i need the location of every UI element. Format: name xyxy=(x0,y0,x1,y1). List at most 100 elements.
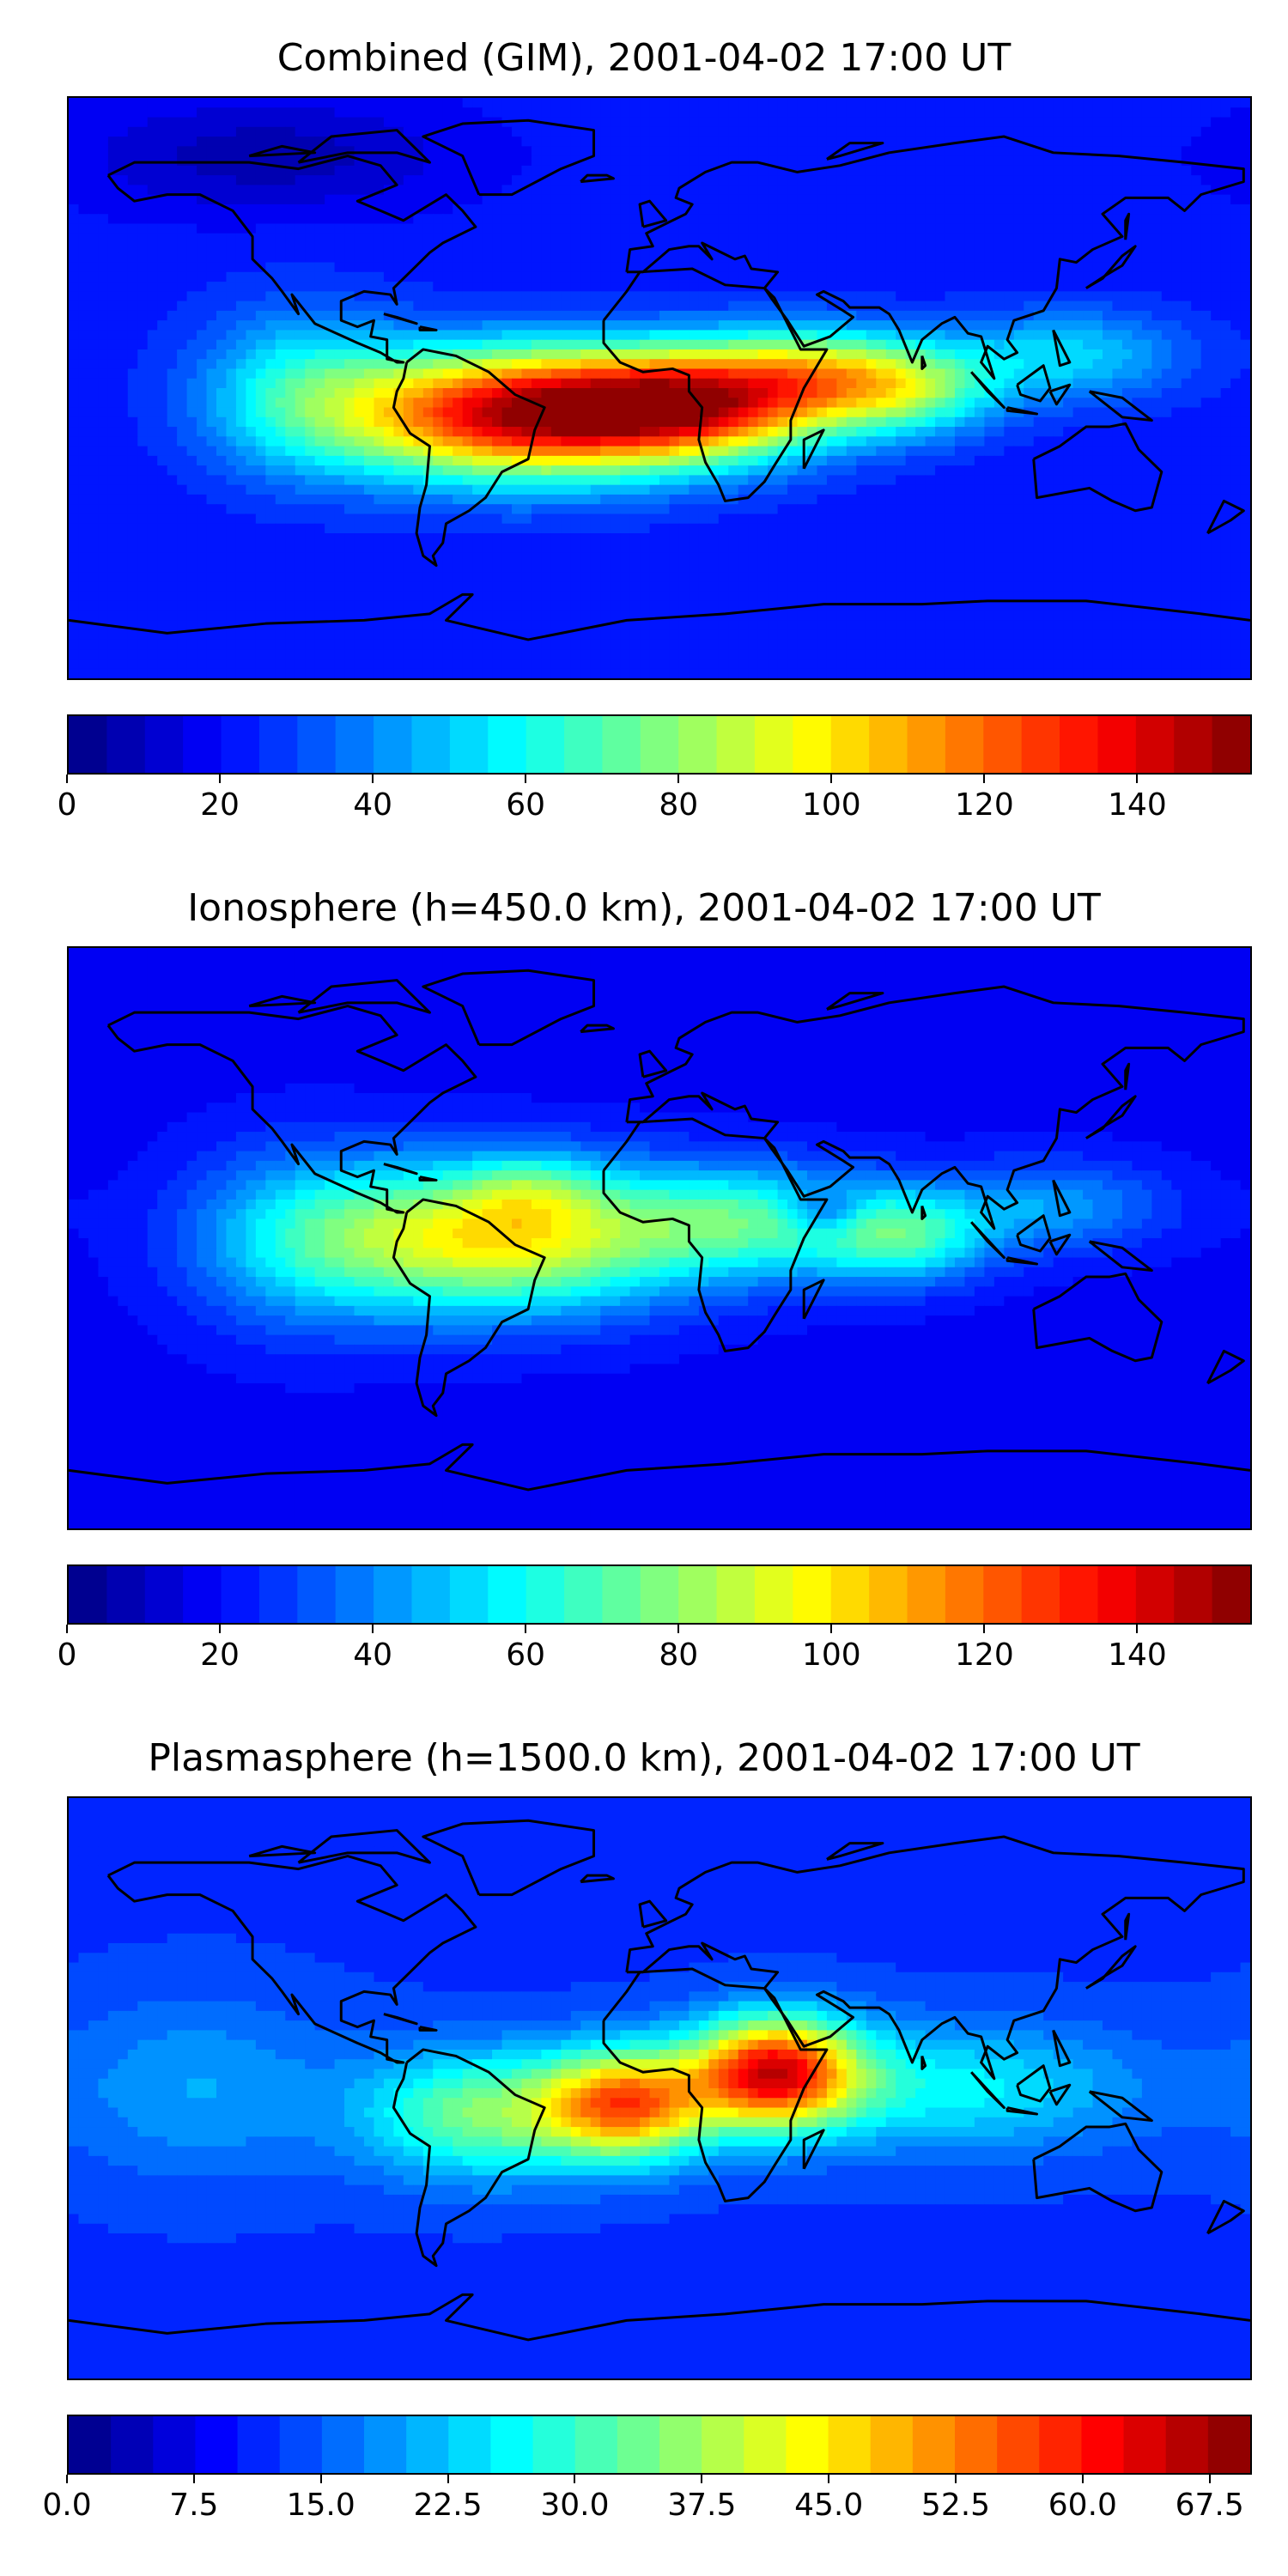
tec-cell xyxy=(817,301,828,312)
tec-cell xyxy=(285,98,296,108)
tec-cell xyxy=(1161,271,1172,283)
tec-cell xyxy=(659,475,671,486)
tec-cell xyxy=(1043,436,1054,447)
tec-cell xyxy=(305,98,316,108)
tec-cell xyxy=(580,291,592,302)
tec-cell xyxy=(1191,185,1202,196)
tec-cell xyxy=(433,310,444,321)
tec-cell xyxy=(1211,310,1222,321)
tec-cell xyxy=(925,204,936,215)
tec-cell xyxy=(383,359,394,370)
tec-cell xyxy=(787,185,799,196)
tec-cell xyxy=(78,194,89,205)
tec-cell xyxy=(1103,455,1114,466)
tec-cell xyxy=(689,98,700,108)
tec-cell xyxy=(1171,310,1182,321)
tec-cell xyxy=(512,271,523,283)
tec-cell xyxy=(620,252,631,264)
tec-cell xyxy=(393,339,404,350)
tec-cell xyxy=(896,291,907,302)
tec-cell xyxy=(69,455,80,466)
tec-cell xyxy=(807,465,818,476)
tec-cell xyxy=(255,407,266,418)
tec-cell xyxy=(885,214,896,225)
tec-cell xyxy=(1033,271,1044,283)
tec-cell xyxy=(1161,243,1172,253)
tec-cell xyxy=(925,301,936,312)
tec-cell xyxy=(1121,204,1133,215)
tec-cell xyxy=(1230,339,1242,350)
tec-cell xyxy=(885,416,896,428)
tec-cell xyxy=(993,252,1005,264)
tec-cell xyxy=(935,330,946,341)
tec-cell xyxy=(1072,155,1084,167)
tec-cell xyxy=(78,282,89,292)
tec-cell xyxy=(442,282,453,292)
tec-cell xyxy=(1063,262,1074,273)
tec-cell xyxy=(1033,484,1044,495)
tec-cell xyxy=(1092,126,1103,137)
tec-cell xyxy=(718,155,729,167)
tec-cell xyxy=(1121,320,1133,331)
tec-cell xyxy=(305,465,316,476)
tec-cell xyxy=(1103,194,1114,205)
tec-cell xyxy=(325,349,336,360)
tec-cell xyxy=(826,465,837,476)
tec-cell xyxy=(768,146,779,157)
tec-cell xyxy=(993,484,1005,495)
tec-cell xyxy=(561,107,572,118)
tec-cell xyxy=(856,301,867,312)
tec-cell xyxy=(403,175,414,185)
tec-cell xyxy=(1132,185,1143,196)
tec-cell xyxy=(659,271,671,283)
tec-cell xyxy=(1013,465,1024,476)
tec-cell xyxy=(1161,107,1172,118)
tec-cell xyxy=(147,117,158,128)
tec-cell xyxy=(1171,194,1182,205)
tec-cell xyxy=(433,339,444,350)
tec-cell xyxy=(1121,368,1133,380)
tec-cell xyxy=(1200,407,1212,418)
tec-cell xyxy=(580,475,592,486)
tec-cell xyxy=(305,378,316,389)
tec-cell xyxy=(1200,117,1212,128)
tec-cell xyxy=(708,282,720,292)
tec-cell xyxy=(698,465,709,476)
tec-cell xyxy=(797,126,808,137)
tec-cell xyxy=(1043,465,1054,476)
tec-cell xyxy=(127,291,138,302)
tec-cell xyxy=(521,359,532,370)
tec-cell xyxy=(1211,175,1222,185)
tec-cell xyxy=(817,175,828,185)
tec-cell xyxy=(777,146,788,157)
tec-cell xyxy=(1004,388,1015,398)
tec-cell xyxy=(118,262,129,273)
tec-cell xyxy=(738,146,749,157)
tec-cell xyxy=(433,146,444,157)
tec-cell xyxy=(876,320,887,331)
tec-cell xyxy=(197,137,208,147)
tec-cell xyxy=(885,233,896,244)
tec-cell xyxy=(492,320,503,331)
tec-cell xyxy=(935,146,946,157)
tec-cell xyxy=(157,194,168,205)
tec-cell xyxy=(866,137,877,147)
tec-cell xyxy=(226,339,237,350)
tec-cell xyxy=(600,194,611,205)
tec-cell xyxy=(1181,233,1192,244)
tec-cell xyxy=(955,301,966,312)
tec-cell xyxy=(314,271,325,283)
tec-cell xyxy=(98,455,109,466)
tec-cell xyxy=(708,175,720,185)
tec-cell xyxy=(383,243,394,253)
tec-cell xyxy=(885,185,896,196)
tec-cell xyxy=(374,349,385,360)
tec-cell xyxy=(678,359,690,370)
tec-cell xyxy=(1211,262,1222,273)
tec-cell xyxy=(1230,359,1242,370)
tec-cell xyxy=(797,214,808,225)
tec-cell xyxy=(856,165,867,176)
tec-cell xyxy=(413,155,424,167)
tec-cell xyxy=(777,126,788,137)
tec-cell xyxy=(472,320,483,331)
